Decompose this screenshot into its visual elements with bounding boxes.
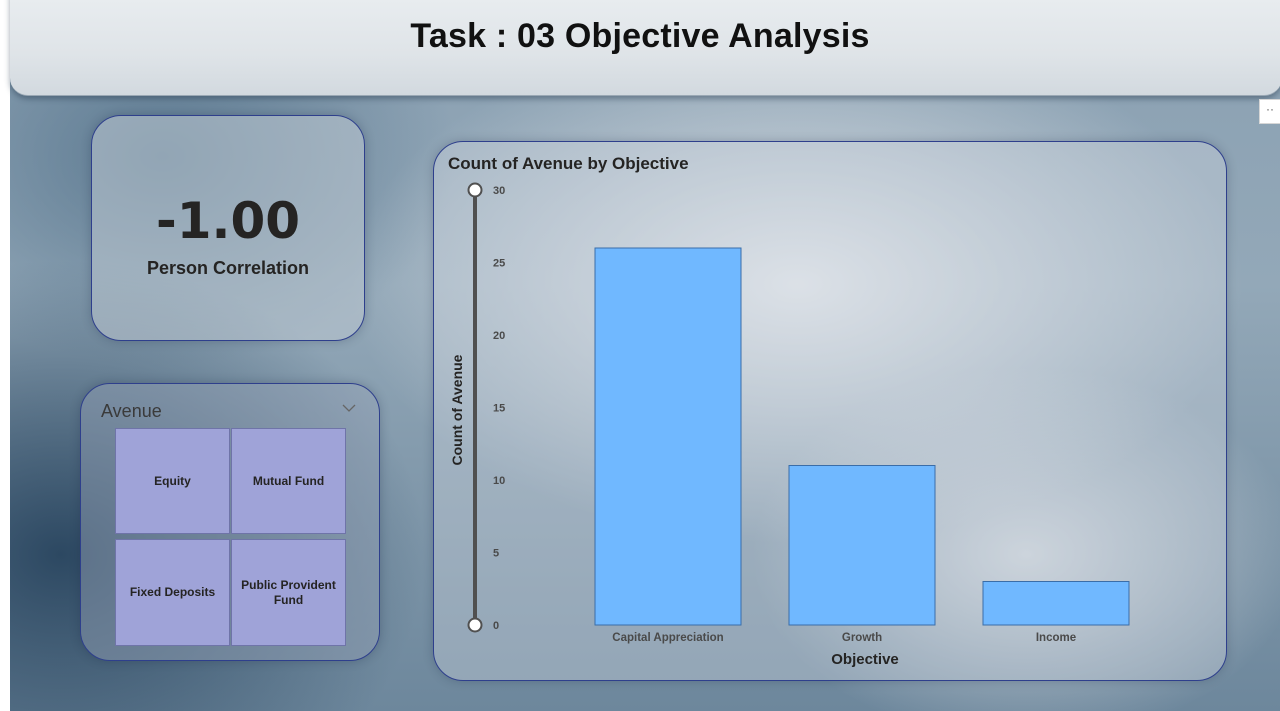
y-tick-label: 20 — [493, 330, 505, 342]
slicer-tile-equity[interactable]: Equity — [115, 428, 230, 534]
x-tick-label: Income — [1036, 632, 1076, 644]
y-tick-label: 25 — [493, 258, 505, 270]
more-options-icon: ·· — [1266, 102, 1274, 116]
bar-capital-appreciation[interactable] — [594, 247, 742, 626]
kpi-value: -1.00 — [155, 192, 301, 250]
bar-income[interactable] — [982, 581, 1130, 626]
slicer-title: Avenue — [101, 401, 162, 421]
kpi-card[interactable] — [91, 115, 365, 341]
y-tick-label: 0 — [493, 620, 499, 632]
y-range-slider-bottom-handle[interactable] — [467, 617, 483, 633]
title-bar — [10, 0, 1280, 96]
slicer-tile-fixed-deposits[interactable]: Fixed Deposits — [115, 539, 230, 646]
chevron-down-icon[interactable] — [342, 401, 356, 415]
y-range-slider-top-handle[interactable] — [467, 182, 483, 198]
y-tick-label: 30 — [493, 185, 505, 197]
x-axis-label: Objective — [831, 651, 899, 668]
y-axis-label: Count of Avenue — [449, 354, 465, 465]
x-tick-label: Capital Appreciation — [612, 632, 723, 644]
y-tick-label: 5 — [493, 548, 499, 560]
kpi-label: Person Correlation — [146, 258, 310, 278]
y-tick-label: 10 — [493, 475, 505, 487]
page-title: Task : 03 Objective Analysis — [410, 17, 870, 55]
x-tick-label: Growth — [842, 632, 882, 644]
slicer-tile-public-provident-fund[interactable]: Public Provident Fund — [231, 539, 346, 646]
y-tick-label: 15 — [493, 403, 505, 415]
chart-title: Count of Avenue by Objective — [448, 154, 689, 173]
more-options-button[interactable]: ·· — [1259, 99, 1280, 124]
bar-growth[interactable] — [788, 465, 936, 626]
slicer-tile-mutual-fund[interactable]: Mutual Fund — [231, 428, 346, 534]
